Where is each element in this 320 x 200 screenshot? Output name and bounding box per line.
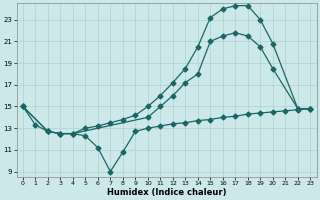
X-axis label: Humidex (Indice chaleur): Humidex (Indice chaleur) <box>107 188 226 197</box>
